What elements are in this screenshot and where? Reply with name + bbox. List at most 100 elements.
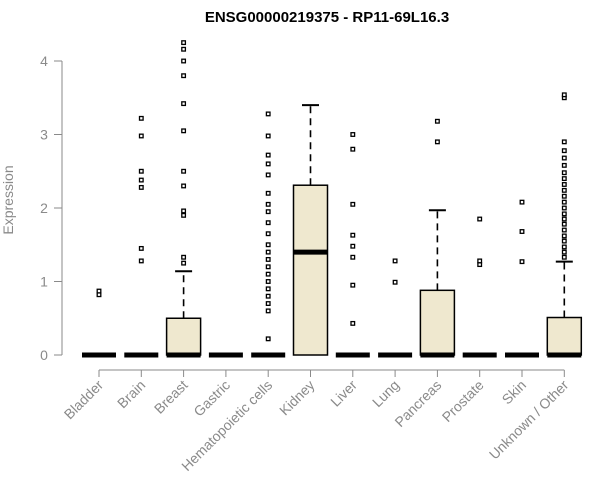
outlier-point — [265, 190, 271, 196]
outlier-point — [519, 259, 525, 265]
outlier-point — [519, 199, 525, 205]
outlier-point — [350, 201, 356, 207]
outlier-point — [265, 201, 271, 207]
outlier-point — [392, 258, 398, 264]
box-skin — [505, 199, 539, 358]
y-tick-label: 0 — [40, 347, 48, 363]
y-tick-label: 1 — [40, 274, 48, 290]
outlier-point — [96, 288, 102, 294]
outlier-point — [561, 187, 567, 193]
outlier-point — [561, 205, 567, 211]
outlier-point — [265, 161, 271, 167]
outlier-point — [561, 238, 567, 244]
x-tick-label: Unknown / Other — [486, 377, 572, 463]
outlier-point — [434, 118, 440, 124]
outlier-point — [561, 170, 567, 176]
box-liver — [335, 132, 370, 358]
outlier-point — [561, 199, 567, 205]
outlier-point — [561, 155, 567, 161]
outlier-point — [138, 177, 144, 183]
chart-title: ENSG00000219375 - RP11-69L16.3 — [205, 9, 449, 26]
x-tick-label: Prostate — [439, 377, 487, 425]
outlier-point — [265, 172, 271, 178]
outlier-point — [350, 282, 356, 288]
outlier-point — [392, 279, 398, 285]
outlier-point — [138, 133, 144, 139]
outlier-point — [561, 221, 567, 227]
outlier-point — [181, 40, 187, 46]
outlier-point — [181, 46, 187, 52]
outlier-point — [265, 271, 271, 277]
x-tick-label: Brain — [114, 377, 148, 411]
outlier-point — [265, 231, 271, 237]
outlier-point — [265, 220, 271, 226]
outlier-point — [181, 260, 187, 266]
outlier-point — [561, 216, 567, 222]
outlier-point — [561, 193, 567, 199]
outlier-point — [265, 264, 271, 270]
y-axis: 0 1 2 3 4 — [40, 53, 63, 363]
outlier-point — [265, 249, 271, 255]
x-tick-label: Lung — [369, 377, 402, 410]
outlier-point — [265, 286, 271, 292]
outlier-point — [561, 254, 567, 260]
outlier-point — [561, 227, 567, 233]
outlier-point — [181, 73, 187, 79]
outlier-point — [350, 254, 356, 260]
outlier-point — [138, 168, 144, 174]
x-tick-label: Kidney — [276, 377, 318, 419]
box-lung — [378, 258, 413, 358]
outlier-point — [265, 242, 271, 248]
outlier-point — [350, 320, 356, 326]
outlier-point — [561, 244, 567, 250]
outlier-point — [181, 208, 187, 214]
outlier-point — [138, 258, 144, 264]
outlier-point — [265, 336, 271, 342]
outlier-point — [350, 243, 356, 249]
x-tick-label: Skin — [499, 377, 530, 408]
outlier-point — [561, 176, 567, 182]
outlier-point — [477, 258, 483, 264]
outlier-point — [265, 279, 271, 284]
outlier-point — [265, 293, 271, 299]
outlier-point — [265, 301, 271, 306]
y-tick-label: 4 — [40, 53, 48, 69]
outlier-point — [181, 183, 187, 189]
outlier-point — [138, 245, 144, 251]
x-tick-label: Breast — [151, 377, 191, 417]
outlier-point — [265, 256, 271, 262]
outlier-point — [350, 232, 356, 238]
box-body — [419, 289, 456, 356]
x-tick-label: Pancreas — [391, 377, 444, 430]
outlier-point — [561, 233, 567, 239]
outlier-point — [561, 182, 567, 187]
boxplot-boxes — [82, 40, 583, 358]
box-body — [546, 316, 583, 356]
box-unknown-other — [546, 92, 583, 358]
outlier-point — [561, 162, 567, 168]
x-tick-label: Liver — [327, 377, 360, 410]
outlier-point — [561, 249, 567, 255]
x-tick-label: Bladder — [61, 377, 107, 423]
outlier-point — [519, 229, 525, 234]
y-tick-label: 3 — [40, 127, 48, 143]
y-tick-label: 2 — [40, 200, 48, 216]
outlier-point — [181, 58, 187, 64]
outlier-point — [561, 211, 567, 217]
outlier-point — [181, 168, 187, 174]
outlier-point — [265, 133, 271, 139]
outlier-point — [265, 152, 271, 158]
outlier-point — [138, 184, 144, 190]
outlier-point — [138, 115, 144, 121]
outlier-point — [181, 254, 187, 260]
box-kidney — [292, 104, 329, 356]
box-body — [165, 317, 202, 356]
outlier-point — [265, 308, 271, 314]
box-brain — [124, 115, 159, 358]
y-axis-label: Expression — [0, 165, 16, 234]
outlier-point — [181, 212, 187, 218]
outlier-point — [265, 111, 271, 117]
outlier-point — [181, 101, 187, 107]
